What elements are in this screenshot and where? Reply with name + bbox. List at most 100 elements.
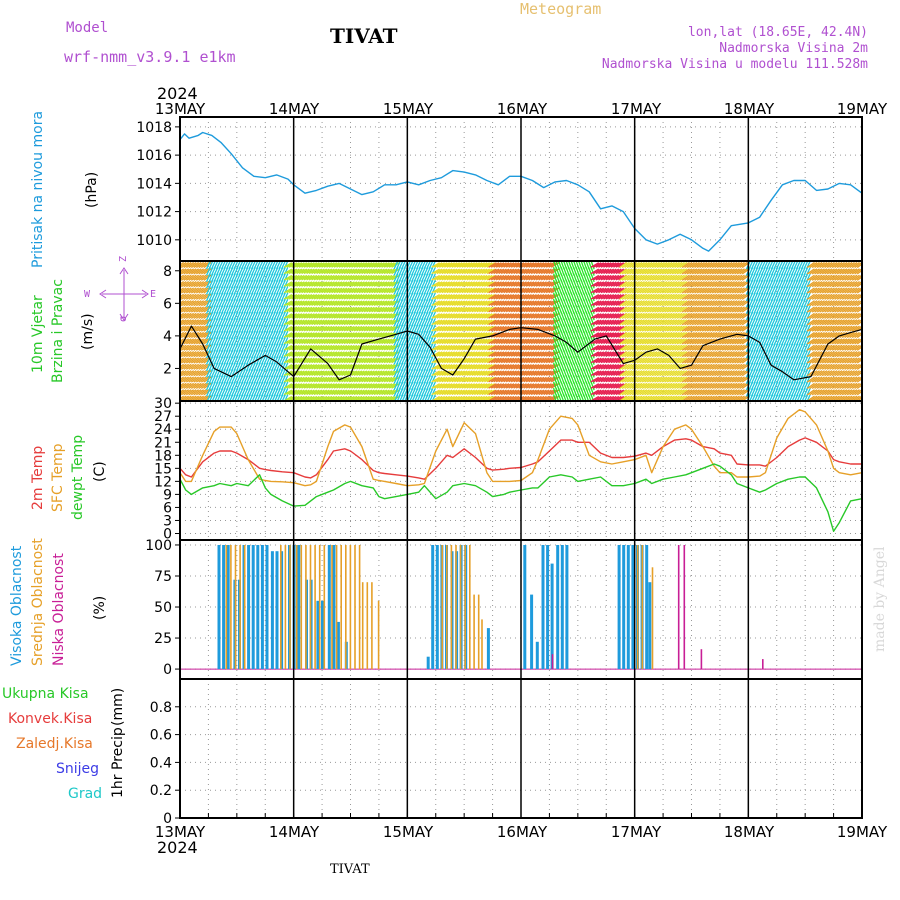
wind-barb <box>386 268 395 275</box>
wind-barb <box>439 357 448 364</box>
wind-barb <box>190 344 200 351</box>
wind-barb <box>301 287 310 294</box>
wind-barb <box>500 313 510 319</box>
wind-barb <box>371 294 380 300</box>
wind-barb <box>188 382 197 390</box>
wind-barb <box>283 376 293 383</box>
wind-barb <box>351 325 360 332</box>
wind-barb <box>493 370 502 376</box>
wind-barb <box>195 382 205 390</box>
wind-barb <box>200 274 210 281</box>
wind-barb <box>185 370 195 377</box>
wind-barb <box>313 268 323 275</box>
wind-barb <box>293 287 303 294</box>
wind-barb <box>441 370 450 376</box>
wind-barb <box>376 364 385 370</box>
wind-barb <box>185 382 195 390</box>
wind-barb <box>316 383 325 389</box>
wind-barb <box>343 294 353 300</box>
wind-barb <box>376 332 385 338</box>
wind-barb <box>328 344 338 351</box>
wind-barb <box>328 319 338 326</box>
wind-barb <box>434 313 443 319</box>
wind-barb <box>451 325 460 332</box>
wind-barb <box>343 389 353 396</box>
wind-barb <box>425 261 431 270</box>
wind-barb <box>368 351 378 357</box>
wind-barb <box>336 274 345 281</box>
wind-barb <box>188 370 197 377</box>
wind-barb <box>383 262 393 268</box>
wind-barb <box>356 364 365 370</box>
wind-barb <box>198 293 207 300</box>
wind-barb <box>498 325 507 332</box>
wind-barb <box>484 364 493 370</box>
wind-barb <box>356 287 365 294</box>
wind-barb <box>490 389 500 396</box>
wind-barb <box>436 319 445 326</box>
wind-barb <box>503 338 512 345</box>
wind-barb <box>371 262 380 268</box>
wind-barb <box>183 382 192 390</box>
wind-barb <box>331 344 340 351</box>
wind-barb <box>356 383 365 389</box>
wind-barb <box>490 306 500 313</box>
wind-barb <box>258 261 264 270</box>
wind-barb <box>341 338 350 345</box>
wind-barb <box>303 344 313 351</box>
wind-barb <box>188 350 197 358</box>
wind-barb <box>180 300 190 307</box>
wind-barb <box>469 389 478 396</box>
wind-barb <box>388 274 398 281</box>
wind-barb <box>333 319 343 326</box>
wind-barb <box>381 389 390 396</box>
wind-barb <box>341 383 350 389</box>
wind-barb <box>351 344 360 351</box>
wind-barb <box>464 268 473 275</box>
wind-barb <box>498 376 507 383</box>
wind-barb <box>461 281 470 287</box>
wind-barb <box>293 281 303 287</box>
wind-barb <box>464 281 473 287</box>
wind-barb <box>378 389 388 396</box>
wind-barb <box>378 274 388 281</box>
wind-barb <box>456 370 465 376</box>
wind-barb <box>358 262 368 268</box>
wind-barb <box>316 274 325 281</box>
wind-barb <box>338 287 348 294</box>
wind-barb <box>490 351 500 357</box>
wind-barb <box>316 306 325 313</box>
wind-barb <box>298 376 308 383</box>
wind-barb <box>498 389 507 396</box>
wind-barb <box>366 274 375 281</box>
wind-barb <box>371 357 380 364</box>
wind-barb <box>363 370 373 376</box>
wind-barb <box>466 351 475 357</box>
wind-barb <box>378 370 388 376</box>
wind-barb <box>363 300 373 306</box>
wind-barb <box>198 338 207 345</box>
wind-barb <box>348 325 358 332</box>
wind-barb <box>486 306 495 313</box>
wind-barb <box>298 294 308 300</box>
wind-barb <box>479 274 488 281</box>
wind-barb <box>469 338 478 345</box>
wind-barb <box>180 319 190 326</box>
wind-barb <box>336 319 345 326</box>
wind-barb <box>306 383 315 389</box>
wind-barb <box>333 306 343 313</box>
wind-barb <box>348 332 358 338</box>
wind-barb <box>316 262 325 268</box>
wind-barb <box>323 313 333 319</box>
wind-barb <box>363 389 373 396</box>
wind-barb <box>326 306 335 313</box>
wind-barb <box>318 294 328 300</box>
wind-barb <box>431 394 436 401</box>
wind-barb <box>376 294 385 300</box>
wind-barb <box>333 274 343 281</box>
wind-barb <box>301 383 310 389</box>
wind-barb <box>471 364 480 370</box>
wind-barb <box>316 370 325 376</box>
wind-barb <box>341 300 350 306</box>
wind-barb <box>434 325 443 332</box>
